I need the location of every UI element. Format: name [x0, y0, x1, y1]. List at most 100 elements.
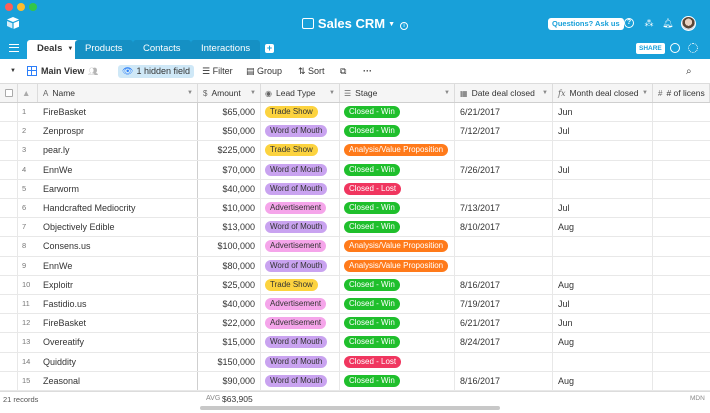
- view-name[interactable]: Main View: [41, 66, 85, 76]
- mdn-label[interactable]: MDN: [690, 395, 705, 402]
- date-closed-cell[interactable]: 8/16/2017: [455, 371, 553, 390]
- column-header-amount[interactable]: $ Amount ▼: [198, 84, 261, 102]
- lead-type-cell[interactable]: Word of Mouth: [261, 160, 340, 179]
- chevron-down-icon[interactable]: ▼: [542, 90, 548, 96]
- table-row[interactable]: 15 Zeasonal $90,000 Word of Mouth Closed - W…: [0, 371, 710, 391]
- lead-type-cell[interactable]: Advertisement: [261, 199, 340, 218]
- stage-cell[interactable]: Closed - Win: [340, 103, 455, 122]
- amount-cell[interactable]: $65,000: [198, 103, 261, 122]
- stage-cell[interactable]: Closed - Win: [340, 333, 455, 352]
- group-button[interactable]: ▤ Group: [246, 65, 282, 78]
- amount-cell[interactable]: $10,000: [198, 199, 261, 218]
- date-closed-cell[interactable]: 7/12/2017: [455, 122, 553, 141]
- amount-cell[interactable]: $40,000: [198, 179, 261, 198]
- name-cell[interactable]: Overeatify: [38, 333, 198, 352]
- maximize-window-button[interactable]: [29, 3, 37, 11]
- lead-type-cell[interactable]: Word of Mouth: [261, 371, 340, 390]
- table-row[interactable]: 4 EnnWe $70,000 Word of Mouth Closed - Win 7/…: [0, 160, 710, 180]
- row-checkbox[interactable]: [0, 371, 18, 390]
- row-checkbox[interactable]: [0, 141, 18, 160]
- stage-cell[interactable]: Closed - Lost: [340, 352, 455, 371]
- stage-cell[interactable]: Closed - Win: [340, 218, 455, 237]
- row-checkbox[interactable]: [0, 160, 18, 179]
- licenses-cell[interactable]: [653, 276, 710, 294]
- bell-icon[interactable]: 🔔︎: [662, 18, 674, 28]
- date-closed-cell[interactable]: [455, 237, 553, 256]
- row-checkbox[interactable]: [0, 275, 18, 294]
- search-icon[interactable]: ⌕: [686, 66, 692, 77]
- lead-type-cell[interactable]: Advertisement: [261, 295, 340, 314]
- amount-cell[interactable]: $13,000: [198, 218, 261, 237]
- name-cell[interactable]: Earworm: [38, 179, 198, 198]
- base-title[interactable]: Sales CRM ▼ i: [0, 16, 710, 31]
- licenses-cell[interactable]: [653, 199, 710, 217]
- lead-type-cell[interactable]: Trade Show: [261, 103, 340, 122]
- date-closed-cell[interactable]: 8/10/2017: [455, 218, 553, 237]
- date-closed-cell[interactable]: [455, 256, 553, 275]
- row-checkbox[interactable]: [0, 314, 18, 333]
- licenses-cell[interactable]: [653, 141, 710, 159]
- airtable-logo-icon[interactable]: [6, 16, 20, 30]
- amount-cell[interactable]: $80,000: [198, 256, 261, 275]
- licenses-cell[interactable]: [653, 257, 710, 275]
- licenses-cell[interactable]: [653, 122, 710, 140]
- table-row[interactable]: 2 Zenprospr $50,000 Word of Mouth Closed - W…: [0, 122, 710, 142]
- column-header-month-closed[interactable]: fx Month deal closed ▼: [553, 84, 653, 102]
- stage-cell[interactable]: Closed - Win: [340, 122, 455, 141]
- name-cell[interactable]: Objectively Edible: [38, 218, 198, 237]
- row-checkbox[interactable]: [0, 199, 18, 218]
- table-row[interactable]: 6 Handcrafted Mediocrity $10,000 Advertisem…: [0, 199, 710, 219]
- licenses-cell[interactable]: [653, 180, 710, 198]
- lead-type-cell[interactable]: Word of Mouth: [261, 256, 340, 275]
- menu-icon[interactable]: [9, 44, 19, 52]
- licenses-cell[interactable]: [653, 372, 710, 390]
- chevron-down-icon[interactable]: ▼: [329, 90, 335, 96]
- name-cell[interactable]: Quiddity: [38, 352, 198, 371]
- amount-cell[interactable]: $70,000: [198, 160, 261, 179]
- lead-type-cell[interactable]: Advertisement: [261, 237, 340, 256]
- table-row[interactable]: 10 Exploitr $25,000 Trade Show Closed - Win 8…: [0, 275, 710, 295]
- chevron-down-icon[interactable]: ▼: [444, 90, 450, 96]
- close-window-button[interactable]: [5, 3, 13, 11]
- stage-cell[interactable]: Closed - Win: [340, 199, 455, 218]
- column-header-stage[interactable]: ☰ Stage ▼: [340, 84, 455, 102]
- amount-cell[interactable]: $90,000: [198, 371, 261, 390]
- row-checkbox[interactable]: [0, 295, 18, 314]
- horizontal-scrollbar[interactable]: [200, 406, 500, 410]
- lead-type-cell[interactable]: Trade Show: [261, 141, 340, 160]
- table-row[interactable]: 12 FireBasket $22,000 Advertisement Closed -…: [0, 314, 710, 334]
- table-row[interactable]: 9 EnnWe $80,000 Word of Mouth Analysis/Value…: [0, 256, 710, 276]
- lead-type-cell[interactable]: Advertisement: [261, 314, 340, 333]
- date-closed-cell[interactable]: [455, 352, 553, 371]
- amount-cell[interactable]: $22,000: [198, 314, 261, 333]
- table-row[interactable]: 14 Quiddity $150,000 Word of Mouth Closed - …: [0, 352, 710, 372]
- amount-cell[interactable]: $40,000: [198, 295, 261, 314]
- stage-cell[interactable]: Analysis/Value Proposition: [340, 256, 455, 275]
- chevron-down-icon[interactable]: ▼: [187, 90, 193, 96]
- name-cell[interactable]: Exploitr: [38, 275, 198, 294]
- name-cell[interactable]: pear.ly: [38, 141, 198, 160]
- minimize-window-button[interactable]: [17, 3, 25, 11]
- amount-cell[interactable]: $50,000: [198, 122, 261, 141]
- table-row[interactable]: 3 pear.ly $225,000 Trade Show Analysis/Value…: [0, 141, 710, 161]
- chevron-down-icon[interactable]: ▼: [250, 90, 256, 96]
- lead-type-cell[interactable]: Word of Mouth: [261, 122, 340, 141]
- stage-cell[interactable]: Analysis/Value Proposition: [340, 141, 455, 160]
- column-header-name[interactable]: A Name ▼: [38, 84, 198, 102]
- history-icon[interactable]: [670, 43, 680, 53]
- table-row[interactable]: 1 FireBasket $65,000 Trade Show Closed - Win…: [0, 103, 710, 123]
- chevron-down-icon[interactable]: ▼: [67, 46, 74, 52]
- row-checkbox[interactable]: [0, 237, 18, 256]
- lead-type-cell[interactable]: Word of Mouth: [261, 218, 340, 237]
- date-closed-cell[interactable]: 8/24/2017: [455, 333, 553, 352]
- stage-cell[interactable]: Closed - Win: [340, 371, 455, 390]
- date-closed-cell[interactable]: [455, 179, 553, 198]
- date-closed-cell[interactable]: 8/16/2017: [455, 275, 553, 294]
- date-closed-cell[interactable]: 7/13/2017: [455, 199, 553, 218]
- hidden-fields-button[interactable]: 👁︎ 1 hidden field: [118, 65, 194, 78]
- row-checkbox[interactable]: [0, 333, 18, 352]
- licenses-cell[interactable]: [653, 161, 710, 179]
- column-header-lead-type[interactable]: ◉ Lead Type ▼: [261, 84, 340, 102]
- avatar[interactable]: [681, 16, 696, 31]
- date-closed-cell[interactable]: 7/19/2017: [455, 295, 553, 314]
